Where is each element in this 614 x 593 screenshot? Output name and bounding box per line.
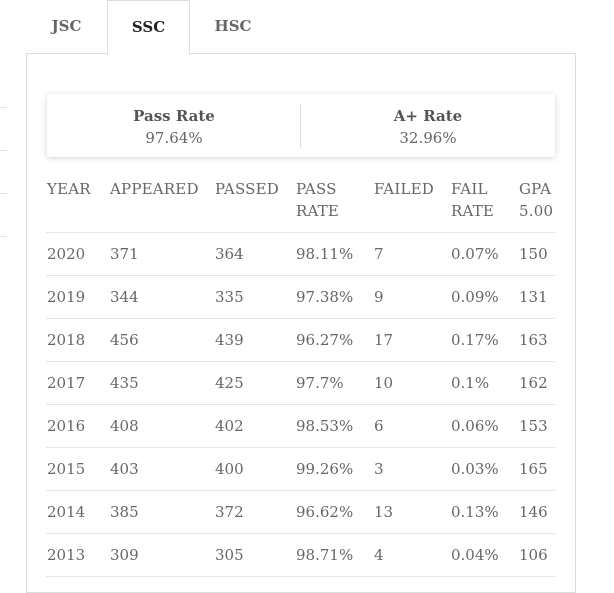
col-year-header: YEAR — [47, 180, 91, 198]
cell-passed: 400 — [215, 460, 244, 478]
cell-pass-rate: 98.53% — [296, 417, 354, 435]
cell-failed: 7 — [374, 245, 384, 263]
col-fail-rate-header: FAIL — [451, 180, 488, 198]
pass-rate-summary: Pass Rate 97.64% — [47, 94, 301, 157]
cell-passed: 335 — [215, 288, 244, 306]
row-divider — [46, 533, 555, 534]
cell-gpa5: 153 — [519, 417, 548, 435]
cell-failed: 3 — [374, 460, 384, 478]
cell-passed: 439 — [215, 331, 244, 349]
cell-passed: 364 — [215, 245, 244, 263]
cell-passed: 425 — [215, 374, 244, 392]
col-appeared-header: APPEARED — [110, 180, 199, 198]
cell-gpa5: 106 — [519, 546, 548, 564]
cell-fail-rate: 0.03% — [451, 460, 499, 478]
row-divider — [46, 318, 555, 319]
cell-pass-rate: 99.26% — [296, 460, 354, 478]
cell-passed: 305 — [215, 546, 244, 564]
edge-divider — [0, 107, 7, 108]
tab-hsc[interactable]: HSC — [214, 17, 252, 35]
cell-appeared: 371 — [110, 245, 139, 263]
edge-divider — [0, 150, 7, 151]
row-divider — [46, 576, 555, 577]
cell-year: 2019 — [47, 288, 86, 306]
cell-appeared: 385 — [110, 503, 139, 521]
edge-divider — [0, 193, 7, 194]
pass-rate-label: Pass Rate — [133, 107, 215, 125]
col-pass-rate-header-line2: RATE — [296, 202, 340, 220]
cell-failed: 17 — [374, 331, 394, 349]
cell-year: 2016 — [47, 417, 86, 435]
cell-gpa5: 162 — [519, 374, 548, 392]
summary-divider — [300, 104, 301, 148]
aplus-rate-label: A+ Rate — [393, 107, 463, 125]
cell-failed: 4 — [374, 546, 384, 564]
cell-failed: 10 — [374, 374, 394, 392]
col-passed-header: PASSED — [215, 180, 280, 198]
cell-pass-rate: 96.62% — [296, 503, 354, 521]
cell-gpa5: 163 — [519, 331, 548, 349]
cell-appeared: 456 — [110, 331, 139, 349]
cell-appeared: 344 — [110, 288, 139, 306]
cell-appeared: 403 — [110, 460, 139, 478]
cell-fail-rate: 0.1% — [451, 374, 490, 392]
cell-failed: 9 — [374, 288, 384, 306]
cell-pass-rate: 98.71% — [296, 546, 354, 564]
aplus-rate-value: 32.96% — [399, 129, 457, 147]
tab-ssc[interactable]: SSC — [107, 0, 190, 54]
cell-passed: 402 — [215, 417, 244, 435]
cell-year: 2014 — [47, 503, 86, 521]
cell-appeared: 435 — [110, 374, 139, 392]
cell-gpa5: 150 — [519, 245, 548, 263]
cell-year: 2020 — [47, 245, 86, 263]
cell-year: 2013 — [47, 546, 86, 564]
cell-failed: 13 — [374, 503, 394, 521]
tab-jsc[interactable]: JSC — [51, 17, 82, 35]
cell-fail-rate: 0.17% — [451, 331, 499, 349]
row-divider — [46, 275, 555, 276]
cell-fail-rate: 0.04% — [451, 546, 499, 564]
cell-year: 2015 — [47, 460, 86, 478]
edge-divider — [0, 236, 7, 237]
aplus-rate-summary: A+ Rate 32.96% — [301, 94, 555, 157]
cell-pass-rate: 97.38% — [296, 288, 354, 306]
cell-fail-rate: 0.07% — [451, 245, 499, 263]
col-gpa-header: GPA — [519, 180, 552, 198]
cell-appeared: 408 — [110, 417, 139, 435]
cell-failed: 6 — [374, 417, 384, 435]
cell-gpa5: 146 — [519, 503, 548, 521]
row-divider — [46, 404, 555, 405]
col-pass-rate-header: PASS — [296, 180, 337, 198]
cell-year: 2018 — [47, 331, 86, 349]
cell-year: 2017 — [47, 374, 86, 392]
cell-gpa5: 165 — [519, 460, 548, 478]
row-divider — [46, 232, 555, 233]
cell-fail-rate: 0.06% — [451, 417, 499, 435]
cell-gpa5: 131 — [519, 288, 548, 306]
cell-pass-rate: 96.27% — [296, 331, 354, 349]
cell-fail-rate: 0.09% — [451, 288, 499, 306]
cell-pass-rate: 98.11% — [296, 245, 354, 263]
col-fail-rate-header-line2: RATE — [451, 202, 495, 220]
cell-fail-rate: 0.13% — [451, 503, 499, 521]
summary-card: Pass Rate 97.64% A+ Rate 32.96% — [47, 94, 555, 157]
col-failed-header: FAILED — [374, 180, 434, 198]
row-divider — [46, 447, 555, 448]
cell-appeared: 309 — [110, 546, 139, 564]
col-gpa-header-line2: 5.00 — [519, 202, 554, 220]
pass-rate-value: 97.64% — [145, 129, 203, 147]
cell-pass-rate: 97.7% — [296, 374, 344, 392]
row-divider — [46, 361, 555, 362]
cell-passed: 372 — [215, 503, 244, 521]
row-divider — [46, 490, 555, 491]
